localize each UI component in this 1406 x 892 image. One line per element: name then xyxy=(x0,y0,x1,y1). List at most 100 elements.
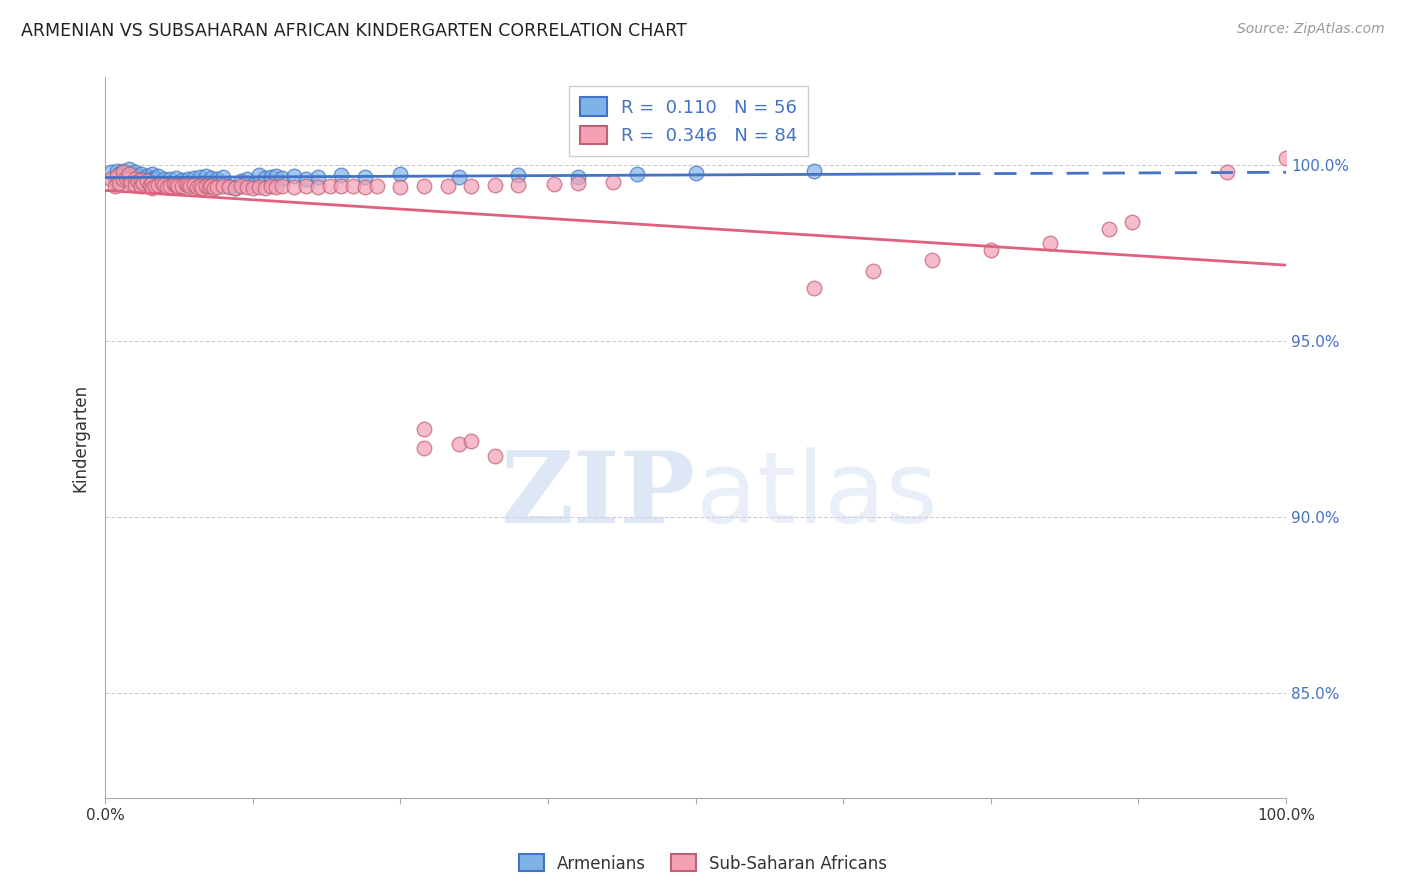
Point xyxy=(271,179,294,194)
Point xyxy=(150,176,173,190)
Point xyxy=(148,178,170,192)
Point xyxy=(202,181,225,195)
Point xyxy=(389,180,412,194)
Text: Source: ZipAtlas.com: Source: ZipAtlas.com xyxy=(1237,22,1385,37)
Point xyxy=(803,163,825,178)
Point xyxy=(449,169,471,184)
Point xyxy=(318,179,340,194)
Point xyxy=(159,178,181,193)
Point xyxy=(236,180,259,194)
Point xyxy=(177,172,200,186)
Point xyxy=(194,169,217,183)
Point xyxy=(111,172,134,186)
Point xyxy=(124,165,146,179)
Point xyxy=(111,163,134,178)
Point xyxy=(236,172,259,186)
Point xyxy=(135,174,157,188)
Point xyxy=(198,180,221,194)
Y-axis label: Kindergarten: Kindergarten xyxy=(72,384,89,491)
Point xyxy=(153,172,176,186)
Point xyxy=(229,174,252,188)
Point xyxy=(129,179,152,194)
Point xyxy=(266,180,288,194)
Legend: R =  0.110   N = 56, R =  0.346   N = 84: R = 0.110 N = 56, R = 0.346 N = 84 xyxy=(569,87,808,156)
Point xyxy=(567,176,589,190)
Point xyxy=(436,179,458,194)
Point xyxy=(354,180,377,194)
Point xyxy=(307,169,329,184)
Point xyxy=(124,178,146,192)
Point xyxy=(170,173,193,187)
Point xyxy=(354,169,377,184)
Point xyxy=(105,169,128,183)
Point xyxy=(108,176,131,190)
Point xyxy=(253,181,276,195)
Point xyxy=(247,180,270,194)
Point xyxy=(170,178,193,193)
Point xyxy=(127,169,149,183)
Point xyxy=(342,179,364,194)
Point xyxy=(188,169,211,184)
Point xyxy=(224,181,246,195)
Point xyxy=(567,169,589,184)
Legend: Armenians, Sub-Saharan Africans: Armenians, Sub-Saharan Africans xyxy=(512,847,894,880)
Point xyxy=(139,178,162,192)
Point xyxy=(120,167,142,181)
Point xyxy=(167,179,190,194)
Point xyxy=(295,172,318,186)
Point xyxy=(191,181,214,195)
Point xyxy=(508,178,530,192)
Point xyxy=(141,181,163,195)
Point xyxy=(188,179,211,194)
Point xyxy=(413,442,436,456)
Point xyxy=(212,169,235,184)
Point xyxy=(108,167,131,181)
Point xyxy=(218,179,240,194)
Point xyxy=(100,165,122,179)
Point xyxy=(207,180,229,194)
Point xyxy=(229,179,252,194)
Point xyxy=(118,167,141,181)
Point xyxy=(283,169,305,183)
Point xyxy=(174,177,197,191)
Point xyxy=(105,176,128,190)
Point xyxy=(177,178,200,192)
Point xyxy=(307,180,329,194)
Point xyxy=(259,178,281,193)
Point xyxy=(111,172,134,186)
Point xyxy=(179,179,201,194)
Point xyxy=(143,179,166,194)
Point xyxy=(218,180,240,194)
Point xyxy=(295,178,318,193)
Point xyxy=(330,168,353,182)
Point xyxy=(141,176,163,190)
Point xyxy=(100,172,122,186)
Point xyxy=(508,168,530,182)
Point xyxy=(1098,221,1121,235)
Point xyxy=(141,172,163,186)
Point xyxy=(111,165,134,179)
Point xyxy=(127,174,149,188)
Point xyxy=(165,178,187,192)
Point xyxy=(862,264,884,278)
Point xyxy=(124,172,146,186)
Point xyxy=(143,170,166,185)
Point xyxy=(124,172,146,186)
Point xyxy=(159,172,181,186)
Point xyxy=(1121,214,1143,228)
Point xyxy=(132,176,155,190)
Text: ARMENIAN VS SUBSAHARAN AFRICAN KINDERGARTEN CORRELATION CHART: ARMENIAN VS SUBSAHARAN AFRICAN KINDERGAR… xyxy=(21,22,688,40)
Point xyxy=(115,165,138,179)
Point xyxy=(460,178,482,193)
Point xyxy=(685,166,707,180)
Point xyxy=(105,163,128,178)
Point xyxy=(165,170,187,185)
Point xyxy=(366,178,388,193)
Point xyxy=(207,171,229,186)
Point xyxy=(200,170,222,185)
Point xyxy=(1039,235,1062,250)
Point xyxy=(120,176,142,190)
Point xyxy=(186,180,208,194)
Point xyxy=(271,170,294,185)
Text: ZIP: ZIP xyxy=(501,447,696,544)
